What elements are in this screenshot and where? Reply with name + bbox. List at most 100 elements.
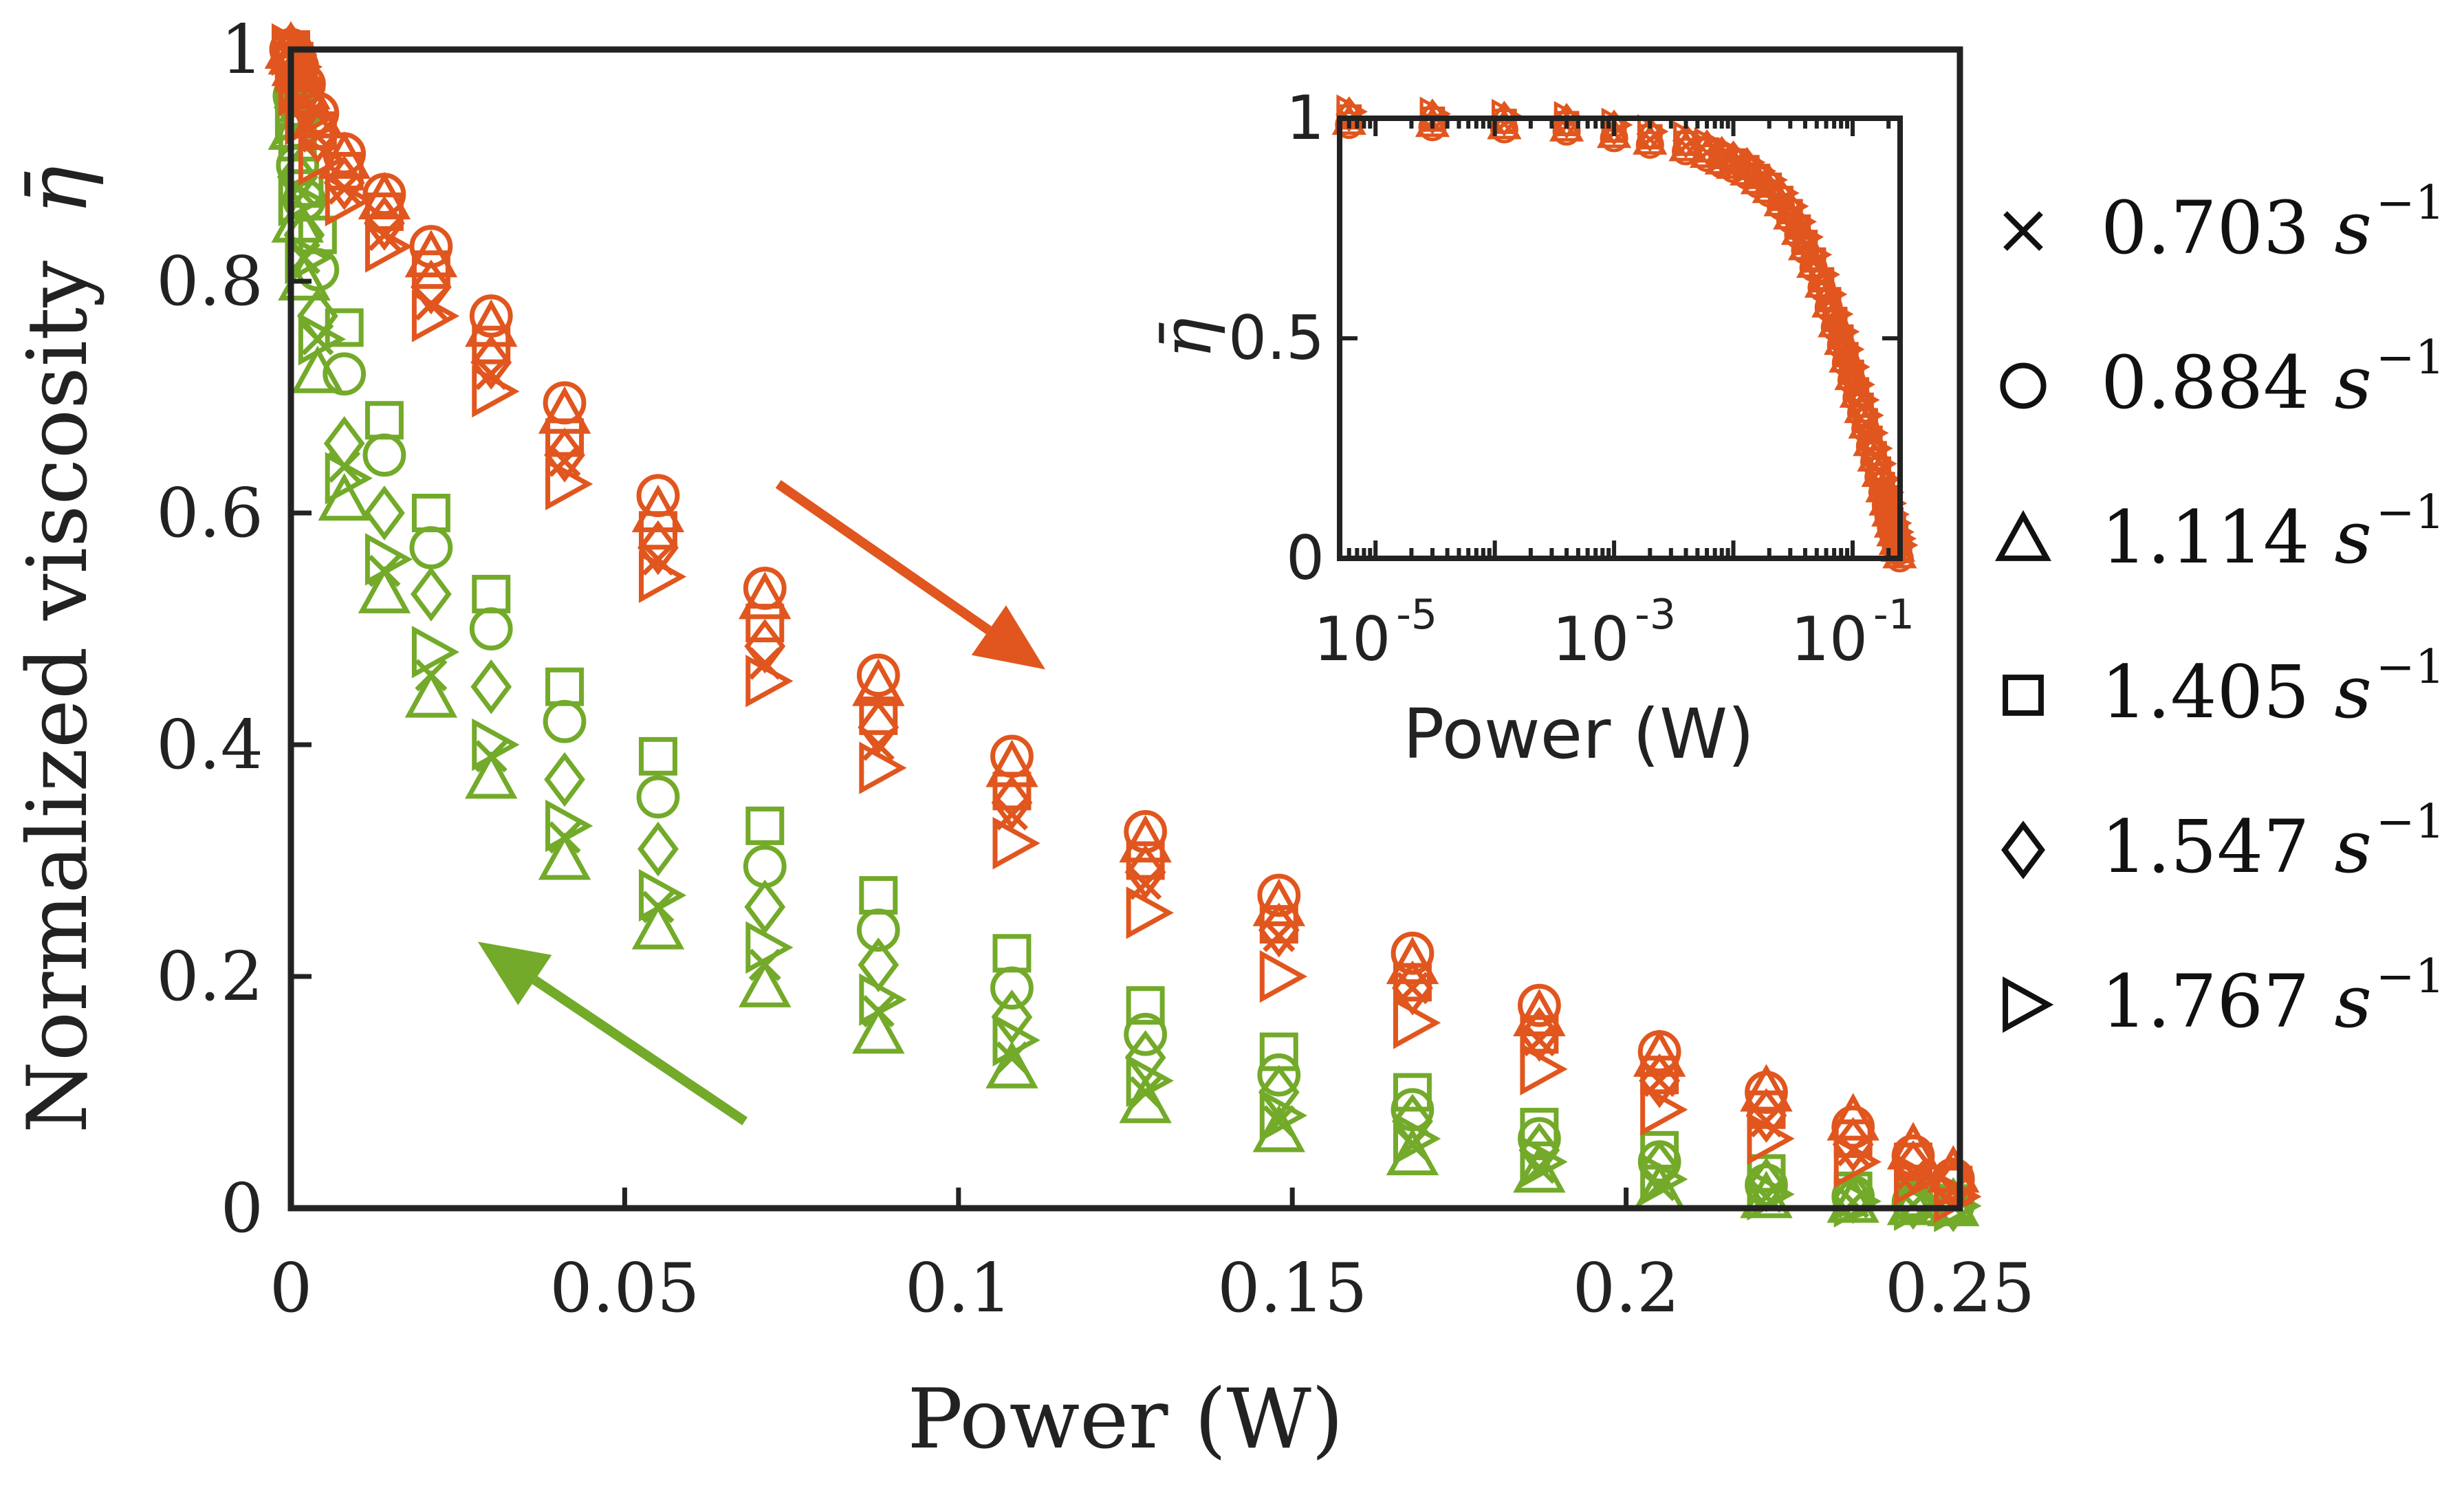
main-point-decreasing-1.547-13 [991,990,1033,1045]
inset-point-5-triangle-right [1637,114,1669,149]
main-arrows [477,480,1046,1126]
main-y-tick-label-0: 0 [221,1170,263,1248]
main-point-increasing-1.547-6 [364,195,405,251]
main-point-increasing-0.703-9 [548,444,581,477]
main-point-increasing-1.114-8 [465,299,518,347]
main-point-increasing-1.767-5 [325,173,373,227]
legend-value-5: 1.767 [2101,959,2309,1044]
main-point-increasing-1.547-10 [637,520,679,576]
legend-label-1: 0.884 s−1 [2101,331,2445,425]
main-point-decreasing-0.884-14 [1124,1012,1168,1056]
legend-unit-exp-5: −1 [2376,950,2445,1004]
main-point-decreasing-1.547-9 [544,752,585,807]
main-point-decreasing-1.547-7 [410,567,452,622]
main-point-increasing-1.114-20 [1827,1093,1879,1141]
main-point-decreasing-1.405-14 [1126,986,1165,1025]
main-point-increasing-1.405-9 [545,418,585,457]
main-point-increasing-1.547-5 [323,155,365,210]
inset-x-tick-base-1: 10 [1552,604,1629,675]
main-point-increasing-1.405-6 [364,192,404,231]
legend-item-0: 0.703 s−1 [2003,176,2445,270]
inset-x-tick-base-0: 10 [1313,604,1391,675]
main-point-decreasing-1.767-3 [285,232,333,285]
inset-x-tick-label-0: 10 -5 [1313,591,1437,675]
inset-y-tick-label-2: 1 [1286,83,1324,153]
inset-chart: 10 -5 10 -3 10 -1 00.51 Power (W) η̄ [1146,83,1921,799]
legend-item-5: 1.767 s−1 [2003,950,2445,1044]
inset-x-tick-base-2: 10 [1791,604,1868,675]
main-point-decreasing-1.547-14 [1124,1030,1166,1085]
main-point-increasing-1.767-19 [1747,1112,1795,1166]
main-series-increasing-1.767 [272,23,1982,1223]
inset-point-19-triangle-right [1816,276,1848,312]
main-point-decreasing-1.547-6 [364,485,405,540]
inset-x-tick-exp-0: -5 [1396,591,1437,639]
inset-point-1-triangle-right [1419,96,1452,131]
legend-label-2: 1.114 s−1 [2101,485,2445,580]
legend-item-1: 0.884 s−1 [2000,331,2445,425]
main-y-axis-label: Normalized viscosity η̄ [10,166,106,1133]
main-point-decreasing-1.767-12 [859,973,907,1026]
main-y-tick-label-4: 0.8 [156,243,263,321]
main-point-decreasing-1.405-9 [545,667,585,706]
legend-unit-exp-4: −1 [2376,795,2445,849]
main-point-decreasing-1.405-17 [1520,1108,1559,1147]
main-point-decreasing-1.547-15 [1258,1064,1300,1120]
main-point-increasing-1.767-10 [638,550,687,603]
main-point-increasing-1.767-9 [545,457,593,511]
main-point-increasing-0.884-17 [1518,983,1561,1027]
main-point-decreasing-1.767-20 [1833,1174,1882,1228]
main-point-increasing-1.767-3 [285,92,333,146]
main-point-decreasing-1.114-11 [739,959,792,1007]
main-point-decreasing-0.884-5 [323,352,367,396]
main-point-increasing-1.547-8 [470,335,512,390]
main-x-tick-label-3: 0.15 [1217,1249,1367,1328]
main-point-increasing-1.405-13 [992,772,1032,811]
main-point-decreasing-1.547-11 [744,879,786,935]
main-point-increasing-1.114-13 [985,739,1038,787]
main-point-decreasing-1.767-13 [992,1014,1040,1067]
main-data-points [264,21,1982,1232]
main-point-increasing-0.884-15 [1257,873,1301,917]
main-point-decreasing-1.114-12 [852,1006,905,1054]
main-point-increasing-1.767-4 [298,133,347,186]
legend-value-0: 0.703 [2101,186,2309,270]
main-point-increasing-0.884-16 [1391,931,1435,975]
legend-unit-2: s [2334,495,2371,580]
legend-unit-0: s [2334,186,2371,270]
main-point-increasing-0.884-12 [856,653,900,697]
main-point-increasing-1.114-15 [1252,878,1306,926]
legend-unit-exp-0: −1 [2376,176,2445,230]
inset-x-axis-label: Power (W) [1403,694,1754,774]
increasing-power-arrow [775,480,1046,670]
main-point-increasing-1.767-17 [1520,1042,1568,1096]
main-point-decreasing-1.547-16 [1392,1093,1433,1149]
legend: 0.703 s−10.884 s−11.114 s−11.405 s−11.547 s−1… [1995,176,2445,1044]
legend-value-2: 1.114 [2101,495,2309,580]
main-point-decreasing-1.405-7 [411,494,450,532]
decreasing-power-arrow [477,941,748,1126]
main-point-decreasing-1.547-21 [1893,1174,1934,1230]
main-point-decreasing-1.405-11 [745,806,785,845]
legend-item-3: 1.405 s−1 [2003,640,2445,734]
main-point-decreasing-1.767-15 [1259,1089,1308,1142]
main-point-decreasing-1.767-9 [545,799,593,853]
main-point-decreasing-1.767-2 [278,173,326,227]
main-point-decreasing-1.767-16 [1393,1112,1441,1166]
main-point-decreasing-1.114-16 [1386,1127,1439,1176]
main-point-increasing-1.405-10 [638,511,677,550]
main-point-decreasing-0.884-10 [636,775,680,819]
inset-point-14-triangle-right [1777,188,1809,224]
main-point-increasing-1.114-14 [1119,814,1172,863]
main-point-increasing-1.114-16 [1386,936,1439,985]
legend-label-3: 1.405 s−1 [2101,640,2445,734]
main-point-decreasing-1.405-12 [859,876,898,915]
main-series-decreasing-1.767 [272,23,1982,1232]
inset-y-tick-label-0: 0 [1286,523,1324,593]
main-point-decreasing-1.547-2 [276,149,318,205]
main-point-decreasing-1.114-8 [465,751,518,799]
legend-value-4: 1.547 [2101,805,2309,889]
main-point-increasing-1.114-17 [1513,988,1566,1036]
main-point-increasing-1.114-10 [631,484,685,532]
main-point-increasing-1.767-18 [1640,1083,1688,1137]
